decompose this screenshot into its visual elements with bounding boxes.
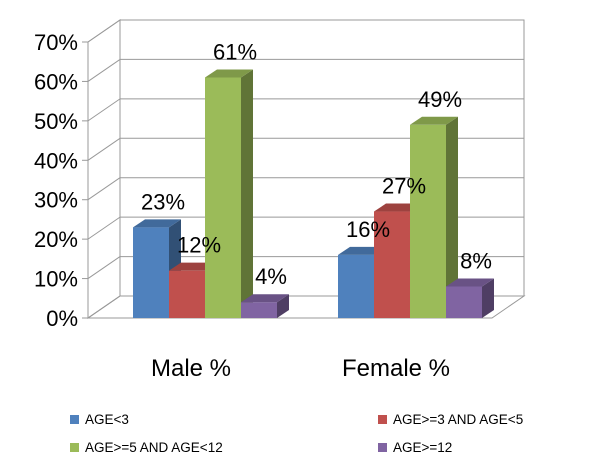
category-label: Female % — [342, 355, 450, 382]
y-tick-label: 10% — [34, 267, 78, 292]
legend-label: AGE>=3 AND AGE<5 — [393, 412, 524, 427]
y-tick-label: 30% — [34, 188, 78, 213]
bar-side — [446, 116, 458, 318]
bar-top — [241, 294, 289, 303]
y-tick-label: 70% — [34, 30, 78, 55]
legend-swatch — [70, 443, 79, 452]
bar-top — [446, 278, 494, 287]
category-labels: Male % Female % — [151, 355, 450, 382]
y-axis-ticks: 0% 10% 20% 30% 40% 50% 60% 70% — [34, 30, 78, 331]
legend-item: AGE>=5 AND AGE<12 — [70, 440, 223, 455]
bars — [133, 69, 494, 318]
bar-side — [277, 294, 289, 318]
legend-swatch — [378, 443, 387, 452]
bar-front — [410, 124, 446, 318]
legend: AGE<3 AGE>=3 AND AGE<5 AGE>=5 AND AGE<12 AG… — [70, 412, 590, 468]
y-tick-label: 20% — [34, 227, 78, 252]
data-labels: 23% 12% 61% 4% 16% 27% 49% 8% — [141, 39, 492, 289]
bar-side — [482, 278, 494, 318]
gridline-diagonal — [87, 216, 121, 240]
data-label: 23% — [141, 189, 185, 214]
bar — [446, 278, 494, 318]
bar — [410, 116, 458, 318]
data-label: 12% — [177, 233, 221, 258]
data-label: 16% — [346, 217, 390, 242]
legend-item: AGE>=12 — [378, 440, 452, 455]
bar-top — [410, 116, 458, 125]
category-label: Male % — [151, 355, 231, 382]
y-tick-label: 50% — [34, 109, 78, 134]
bar-top — [133, 219, 181, 228]
side-wall — [87, 19, 121, 319]
legend-swatch — [70, 415, 79, 424]
gridline-diagonal — [87, 256, 121, 279]
bar-side — [241, 69, 253, 318]
bar-front — [241, 302, 277, 318]
bar-front — [133, 227, 169, 318]
gridline-diagonal — [87, 137, 121, 161]
legend-item: AGE>=3 AND AGE<5 — [378, 412, 523, 427]
gridline-diagonal — [87, 295, 121, 319]
data-label: 4% — [255, 264, 287, 289]
bar-front — [374, 211, 410, 318]
gridline-diagonal — [87, 19, 121, 43]
bar-front — [446, 286, 482, 318]
legend-label: AGE<3 — [85, 412, 129, 427]
bar-top — [205, 69, 253, 78]
bar-front — [205, 77, 241, 318]
data-label: 61% — [213, 39, 257, 64]
gridline-diagonal — [87, 59, 121, 82]
bar — [241, 294, 289, 318]
data-label: 8% — [460, 248, 492, 273]
legend-swatch — [378, 415, 387, 424]
y-tick-label: 0% — [46, 306, 78, 331]
legend-label: AGE>=5 AND AGE<12 — [85, 440, 223, 455]
gridline-diagonal — [87, 177, 121, 201]
bar-front — [338, 254, 374, 318]
bar — [205, 69, 253, 318]
y-tick-label: 60% — [34, 69, 78, 94]
data-label: 49% — [418, 87, 462, 112]
bar-front — [169, 270, 205, 318]
data-label: 27% — [382, 174, 426, 199]
legend-item: AGE<3 — [70, 412, 129, 427]
gridline-diagonal — [87, 98, 121, 122]
legend-label: AGE>=12 — [393, 440, 453, 455]
y-tick-label: 40% — [34, 148, 78, 173]
